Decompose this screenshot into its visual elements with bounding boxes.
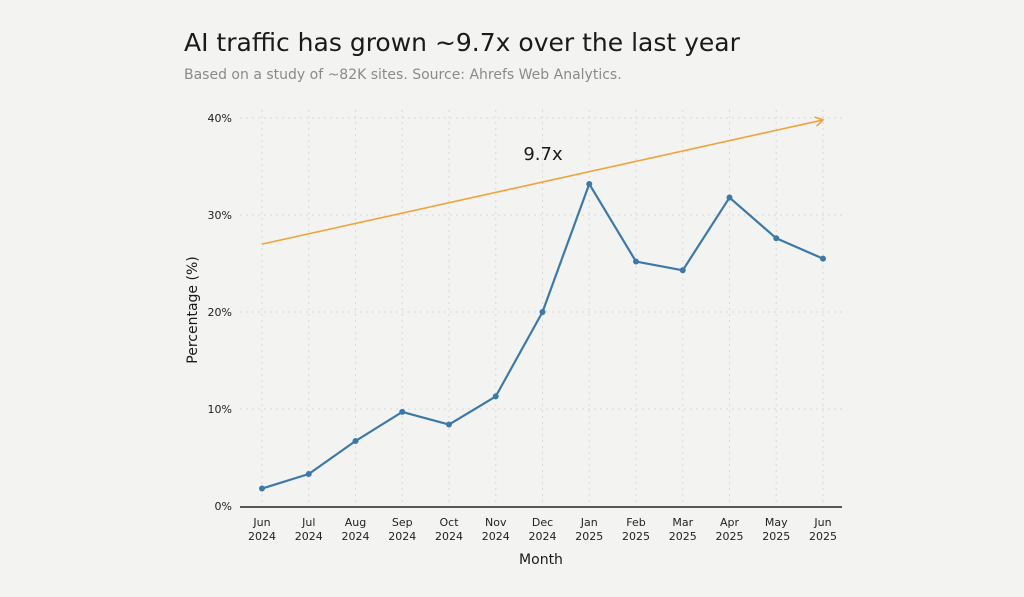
x-tick-label: May 2025 — [762, 516, 790, 543]
y-tick-label: 30% — [208, 209, 232, 222]
x-tick-label: Mar 2025 — [669, 516, 697, 543]
x-tick-label: Apr 2025 — [716, 516, 744, 543]
data-point — [679, 267, 686, 274]
y-axis-title: Percentage (%) — [185, 256, 201, 363]
data-point — [773, 235, 780, 242]
x-axis-title: Month — [519, 552, 563, 568]
x-tick-label: Jun 2025 — [809, 516, 837, 543]
chart-title: AI traffic has grown ~9.7x over the last… — [184, 28, 740, 57]
series-layer — [259, 180, 826, 492]
data-point — [492, 393, 499, 400]
y-tick-label: 0% — [215, 500, 232, 513]
grid-layer — [240, 110, 842, 506]
data-point — [586, 180, 593, 187]
x-tick-label: Jun 2024 — [248, 516, 276, 543]
data-point — [446, 421, 452, 428]
data-point — [259, 485, 265, 492]
series-line — [261, 182, 824, 490]
x-tick-label: Oct 2024 — [435, 516, 463, 543]
data-point — [633, 258, 639, 265]
x-tick-label: Jul 2024 — [295, 516, 323, 543]
data-point — [352, 438, 359, 445]
y-tick-label: 20% — [208, 306, 232, 319]
trend-line — [261, 119, 824, 245]
trend-arrow — [261, 116, 825, 245]
x-tick-label: Nov 2024 — [482, 516, 510, 543]
x-tick-label: Jan 2025 — [575, 516, 603, 543]
growth-annotation: 9.7x — [523, 144, 563, 165]
data-point — [539, 309, 546, 315]
y-tick-labels: 0% 10% 20% 30% 40% — [208, 112, 232, 513]
x-tick-label: Sep 2024 — [388, 516, 416, 543]
arrowhead — [814, 116, 825, 127]
y-tick-label: 10% — [208, 403, 232, 416]
x-tick-labels: Jun 2024 Jul 2024 Aug 2024 Sep 2024 Oct 2024 Nov 20… — [248, 516, 837, 543]
x-tick-label: Aug 2024 — [342, 516, 370, 543]
x-tick-label: Dec 2024 — [529, 516, 557, 543]
data-point — [305, 470, 312, 477]
chart-subtitle: Based on a study of ~82K sites. Source: … — [184, 67, 622, 83]
data-point — [399, 408, 406, 415]
data-point — [820, 255, 826, 262]
data-point — [726, 194, 733, 201]
y-tick-label: 40% — [208, 112, 232, 125]
x-tick-label: Feb 2025 — [622, 516, 650, 543]
